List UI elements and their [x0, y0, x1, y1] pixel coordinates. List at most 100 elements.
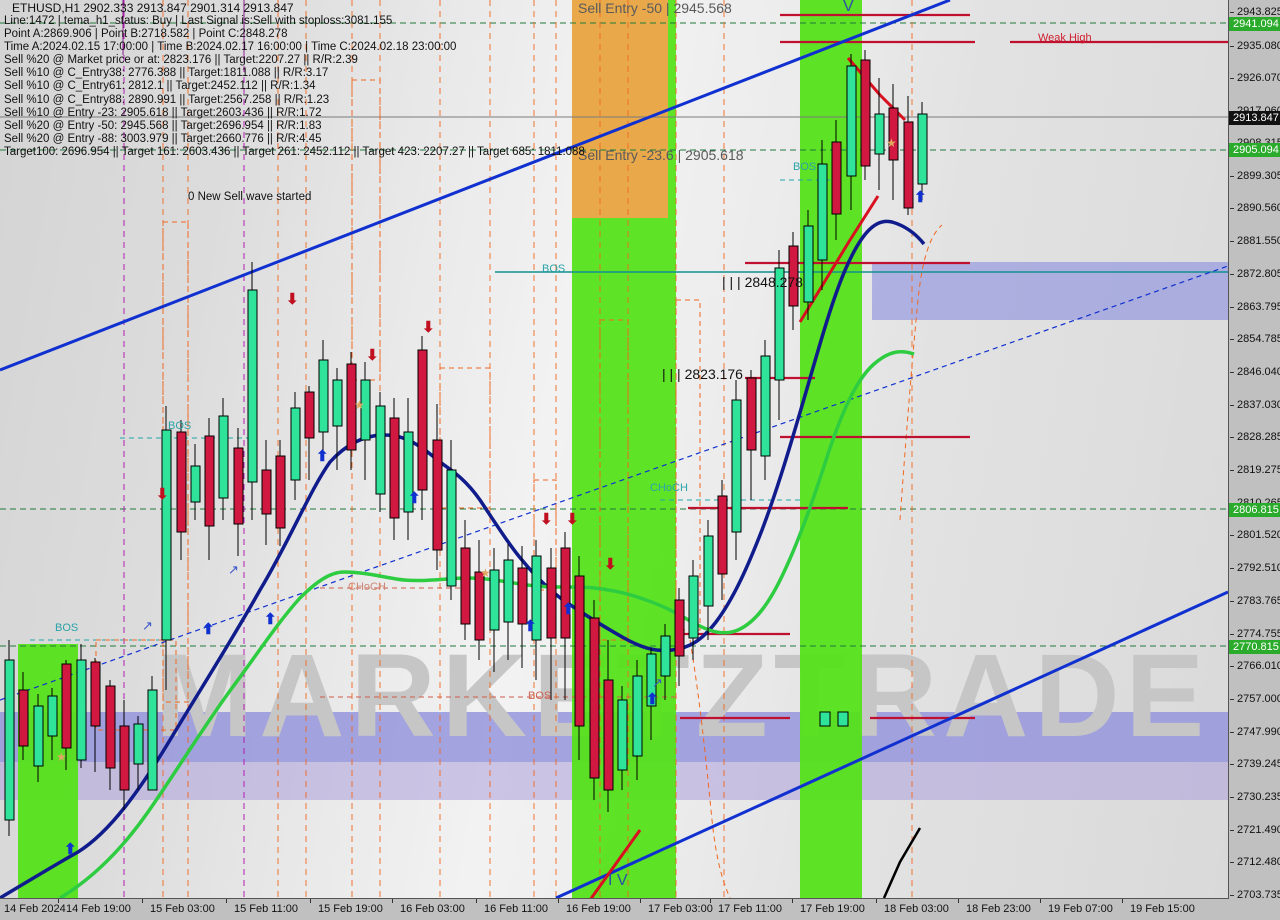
price-tick-label: 2935.080: [1237, 40, 1280, 52]
info-line-3: Sell %20 @ Market price or at: 2823.176 …: [4, 54, 358, 67]
price-tick-label: 2846.040: [1237, 366, 1280, 378]
label-bos-left: BOS: [168, 420, 192, 432]
star-marker-icon: ★: [354, 398, 365, 412]
price-tick-mark: [1230, 339, 1234, 340]
buy-arrow-icon: ⬆: [316, 448, 329, 465]
label-wave-v: V: [843, 0, 854, 15]
price-tag: 2913.847: [1229, 111, 1280, 125]
time-tick-label: 16 Feb 03:00: [400, 903, 465, 915]
info-line-9: Sell %20 @ Entry -88: 3003.979 || Target…: [4, 132, 322, 145]
price-tick-mark: [1230, 634, 1234, 635]
price-tick-mark: [1230, 699, 1234, 700]
time-tick-label: 19 Feb 07:00: [1048, 903, 1113, 915]
star-marker-icon: ★: [480, 566, 491, 580]
price-tick-mark: [1230, 830, 1234, 831]
label-bos-right: BOS: [793, 161, 817, 173]
price-tick-label: 2881.550: [1237, 235, 1280, 247]
star-marker-icon: ★: [56, 750, 67, 764]
info-line-8: Sell %20 @ Entry -50: 2945.568 || Target…: [4, 119, 322, 132]
diagonal-arrow-icon: ↗: [142, 618, 153, 633]
time-tick-mark: [142, 899, 143, 903]
time-tick-label: 15 Feb 19:00: [318, 903, 383, 915]
sell-arrow-icon: ⬇: [566, 511, 579, 528]
price-tick-mark: [1230, 78, 1234, 79]
price-tick-mark: [1230, 176, 1234, 177]
buy-arrow-icon: ⬆: [646, 691, 659, 708]
time-tick-mark: [476, 899, 477, 903]
label-choch-right: CHoCH: [650, 482, 688, 494]
label-choch-left: CHoCH: [348, 581, 386, 593]
buy-arrow-icon: ⬆: [914, 189, 927, 206]
time-tick-mark: [1040, 899, 1041, 903]
label-sell-entry-236: Sell Entry -23.6 | 2905.618: [578, 147, 744, 163]
time-tick-mark: [226, 899, 227, 903]
time-tick-mark: [710, 899, 711, 903]
price-tick-mark: [1230, 274, 1234, 275]
price-tag: 2905.094: [1229, 143, 1280, 157]
price-tick-label: 2872.805: [1237, 268, 1280, 280]
price-tick-label: 2783.765: [1237, 595, 1280, 607]
time-tick-label: 17 Feb 03:00: [648, 903, 713, 915]
price-tick-mark: [1230, 568, 1234, 569]
info-line-4: Sell %10 @ C_Entry38: 2776.388 || Target…: [4, 67, 329, 80]
label-sell-entry-50: Sell Entry -50 | 2945.568: [578, 0, 732, 16]
price-tick-label: 2739.245: [1237, 758, 1280, 770]
time-tick-label: 17 Feb 19:00: [800, 903, 865, 915]
price-tick-label: 2899.305: [1237, 170, 1280, 182]
price-tag: 2806.815: [1229, 503, 1280, 517]
price-tick-mark: [1230, 732, 1234, 733]
price-tick-label: 2774.755: [1237, 628, 1280, 640]
time-tick-label: 18 Feb 03:00: [884, 903, 949, 915]
price-tick-mark: [1230, 46, 1234, 47]
candle-series: [4, 50, 928, 836]
buy-arrow-icon: ⬆: [264, 611, 277, 628]
chart-vector-overlay: [0, 0, 1228, 898]
price-tick-mark: [1230, 208, 1234, 209]
sell-arrow-icon: ⬇: [540, 511, 553, 528]
label-bos-lower-left: BOS: [55, 622, 79, 634]
price-tick-label: 2828.285: [1237, 431, 1280, 443]
price-tick-mark: [1230, 12, 1234, 13]
info-line-1: Point A:2869.906 | Point B:2718.582 | Po…: [4, 28, 288, 41]
time-tick-mark: [792, 899, 793, 903]
sell-arrow-icon: ⬇: [604, 556, 617, 573]
price-tick-mark: [1230, 895, 1234, 896]
time-tick-label: 19 Feb 15:00: [1130, 903, 1195, 915]
price-tick-mark: [1230, 241, 1234, 242]
info-line-10: Target100: 2696.954 || Target 161: 2603.…: [4, 145, 585, 158]
price-tag: 2941.094: [1229, 17, 1280, 31]
time-tick-mark: [1122, 899, 1123, 903]
time-tick-label: 15 Feb 03:00: [150, 903, 215, 915]
label-wave-iv: I V: [608, 872, 628, 889]
time-tick-mark: [958, 899, 959, 903]
price-axis[interactable]: 2943.8252935.0802926.0702917.0602908.315…: [1229, 0, 1280, 901]
price-tick-label: 2766.010: [1237, 660, 1280, 672]
price-tick-label: 2747.990: [1237, 726, 1280, 738]
price-tick-mark: [1230, 437, 1234, 438]
time-tick-mark: [392, 899, 393, 903]
price-tick-mark: [1230, 535, 1234, 536]
time-axis[interactable]: 14 Feb 2024 14 Feb 19:00 15 Feb 03:00 15 Fe…: [0, 899, 1280, 920]
price-tick-label: 2703.735: [1237, 889, 1280, 901]
info-line-5: Sell %10 @ C_Entry61: 2812.1 || Target:2…: [4, 80, 316, 93]
price-tick-label: 2854.785: [1237, 333, 1280, 345]
price-tick-mark: [1230, 666, 1234, 667]
price-tick-mark: [1230, 307, 1234, 308]
chart-plot-area[interactable]: MARKETZTRADE: [0, 0, 1229, 899]
time-tick-mark: [640, 899, 641, 903]
sell-arrow-icon: ⬇: [422, 319, 435, 336]
info-line-6: Sell %10 @ C_Entry88: 2890.991 || Target…: [4, 93, 330, 106]
price-tick-label: 2730.235: [1237, 791, 1280, 803]
price-tick-label: 2943.825: [1237, 6, 1280, 18]
info-line-7: Sell %10 @ Entry -23: 2905.618 || Target…: [4, 106, 322, 119]
star-marker-icon: ★: [886, 136, 897, 150]
buy-arrow-icon: ⬆: [562, 601, 575, 618]
price-tick-label: 2890.560: [1237, 202, 1280, 214]
price-tick-mark: [1230, 862, 1234, 863]
time-tick-label: 15 Feb 11:00: [234, 903, 299, 915]
time-tick-label: 16 Feb 19:00: [566, 903, 631, 915]
buy-arrow-icon: ⬆: [524, 618, 537, 635]
time-tick-label: 17 Feb 11:00: [718, 903, 783, 915]
price-tick-label: 2837.030: [1237, 399, 1280, 411]
label-price-2848: | | | 2848.278: [722, 274, 803, 290]
